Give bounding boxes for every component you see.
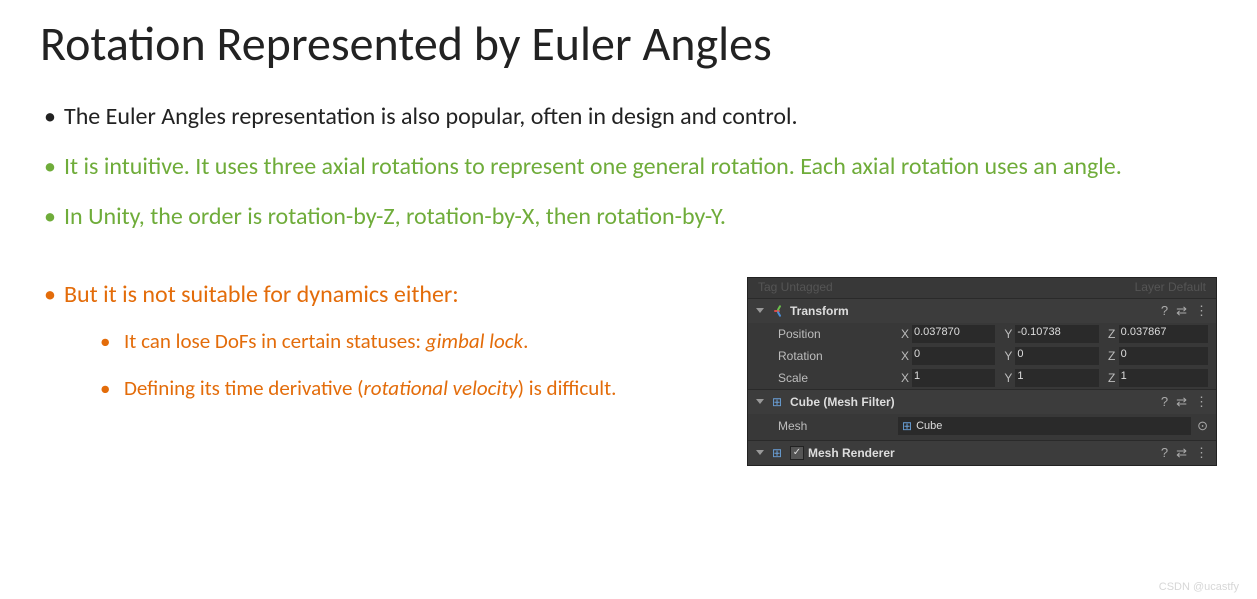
help-icon[interactable]: ?: [1161, 394, 1168, 409]
help-icon[interactable]: ?: [1161, 445, 1168, 460]
bullet-list: The Euler Angles representation is also …: [40, 99, 1217, 235]
meshfilter-title: Cube (Mesh Filter): [790, 395, 1161, 409]
meshrenderer-title: Mesh Renderer: [808, 446, 1161, 460]
inspector-panel-wrap: Tag Untagged Layer Default Transform ? ⇄…: [747, 277, 1217, 466]
position-y-input[interactable]: -0.10738: [1015, 325, 1098, 343]
rotation-y-input[interactable]: 0: [1015, 347, 1098, 365]
watermark: CSDN @ucastfy: [1159, 581, 1239, 593]
meshrenderer-header[interactable]: ⊞ ✓ Mesh Renderer ? ⇄ ⋮: [748, 440, 1216, 465]
meshfilter-actions: ? ⇄ ⋮: [1161, 394, 1208, 410]
position-label: Position: [778, 327, 898, 341]
grid-icon: ⊞: [770, 395, 784, 409]
bullet-4b-em: rotational velocity: [364, 375, 518, 401]
transform-icon: [770, 304, 784, 318]
foldout-icon[interactable]: [756, 399, 764, 404]
bullet-4a-em: gimbal lock: [426, 328, 523, 354]
slide-title: Rotation Represented by Euler Angles: [40, 18, 1217, 71]
grid-icon: ⊞: [902, 419, 912, 433]
mesh-row: Mesh ⊞ Cube ⊙: [748, 414, 1216, 440]
scale-y-input[interactable]: 1: [1015, 369, 1098, 387]
preset-icon[interactable]: ⇄: [1176, 445, 1187, 461]
unity-inspector: Tag Untagged Layer Default Transform ? ⇄…: [747, 277, 1217, 466]
bullet-4b: Defining its time derivative (rotational…: [100, 372, 737, 406]
rotation-row: Rotation X0 Y0 Z0: [748, 345, 1216, 367]
bullet-4b-post: ) is difficult.: [518, 375, 617, 401]
bullet-4a-post: .: [523, 328, 528, 354]
foldout-icon[interactable]: [756, 308, 764, 313]
menu-icon[interactable]: ⋮: [1195, 445, 1208, 461]
lower-left: But it is not suitable for dynamics eith…: [40, 277, 737, 420]
scale-label: Scale: [778, 371, 898, 385]
bullet-1: The Euler Angles representation is also …: [40, 99, 1217, 135]
axis-z-label: Z: [1105, 327, 1119, 341]
slide: Rotation Represented by Euler Angles The…: [0, 0, 1257, 466]
bullet-4b-pre: Defining its time derivative (: [124, 375, 364, 401]
check-icon: ✓: [793, 447, 801, 458]
tag-label[interactable]: Tag Untagged: [758, 280, 833, 294]
help-icon[interactable]: ?: [1161, 303, 1168, 318]
preset-icon[interactable]: ⇄: [1176, 394, 1187, 410]
position-row: Position X0.037870 Y-0.10738 Z0.037867: [748, 323, 1216, 345]
enable-checkbox[interactable]: ✓: [790, 446, 804, 460]
transform-actions: ? ⇄ ⋮: [1161, 303, 1208, 319]
meshfilter-header[interactable]: ⊞ Cube (Mesh Filter) ? ⇄ ⋮: [748, 389, 1216, 414]
position-z-input[interactable]: 0.037867: [1119, 325, 1208, 343]
object-picker-icon[interactable]: ⊙: [1197, 418, 1208, 434]
bullet-list-2: But it is not suitable for dynamics eith…: [40, 277, 737, 406]
preset-icon[interactable]: ⇄: [1176, 303, 1187, 319]
axis-y-label: Y: [1001, 327, 1015, 341]
position-x-input[interactable]: 0.037870: [912, 325, 995, 343]
foldout-icon[interactable]: [756, 450, 764, 455]
mesh-field[interactable]: ⊞ Cube: [898, 417, 1191, 435]
bullet-4a: It can lose DoFs in certain statuses: gi…: [100, 325, 737, 359]
bullet-4: But it is not suitable for dynamics eith…: [40, 277, 737, 406]
bullet-4a-pre: It can lose DoFs in certain statuses:: [124, 328, 426, 354]
menu-icon[interactable]: ⋮: [1195, 394, 1208, 410]
rotation-z-input[interactable]: 0: [1119, 347, 1208, 365]
scale-row: Scale X1 Y1 Z1: [748, 367, 1216, 389]
scale-x-input[interactable]: 1: [912, 369, 995, 387]
transform-header[interactable]: Transform ? ⇄ ⋮: [748, 298, 1216, 323]
menu-icon[interactable]: ⋮: [1195, 303, 1208, 319]
rotation-label: Rotation: [778, 349, 898, 363]
lower-row: But it is not suitable for dynamics eith…: [40, 277, 1217, 466]
bullet-3: In Unity, the order is rotation-by-Z, ro…: [40, 199, 1217, 235]
meshrenderer-actions: ? ⇄ ⋮: [1161, 445, 1208, 461]
bullet-4-text: But it is not suitable for dynamics eith…: [64, 280, 459, 309]
mesh-value: Cube: [916, 420, 942, 432]
inspector-top-row: Tag Untagged Layer Default: [748, 278, 1216, 298]
layer-label[interactable]: Layer Default: [1135, 280, 1206, 294]
mesh-label: Mesh: [778, 419, 898, 433]
grid-icon: ⊞: [770, 446, 784, 460]
rotation-x-input[interactable]: 0: [912, 347, 995, 365]
scale-z-input[interactable]: 1: [1119, 369, 1208, 387]
sub-bullets: It can lose DoFs in certain statuses: gi…: [64, 325, 737, 406]
axis-x-label: X: [898, 327, 912, 341]
bullet-2: It is intuitive. It uses three axial rot…: [40, 149, 1217, 185]
transform-title: Transform: [790, 304, 1161, 318]
